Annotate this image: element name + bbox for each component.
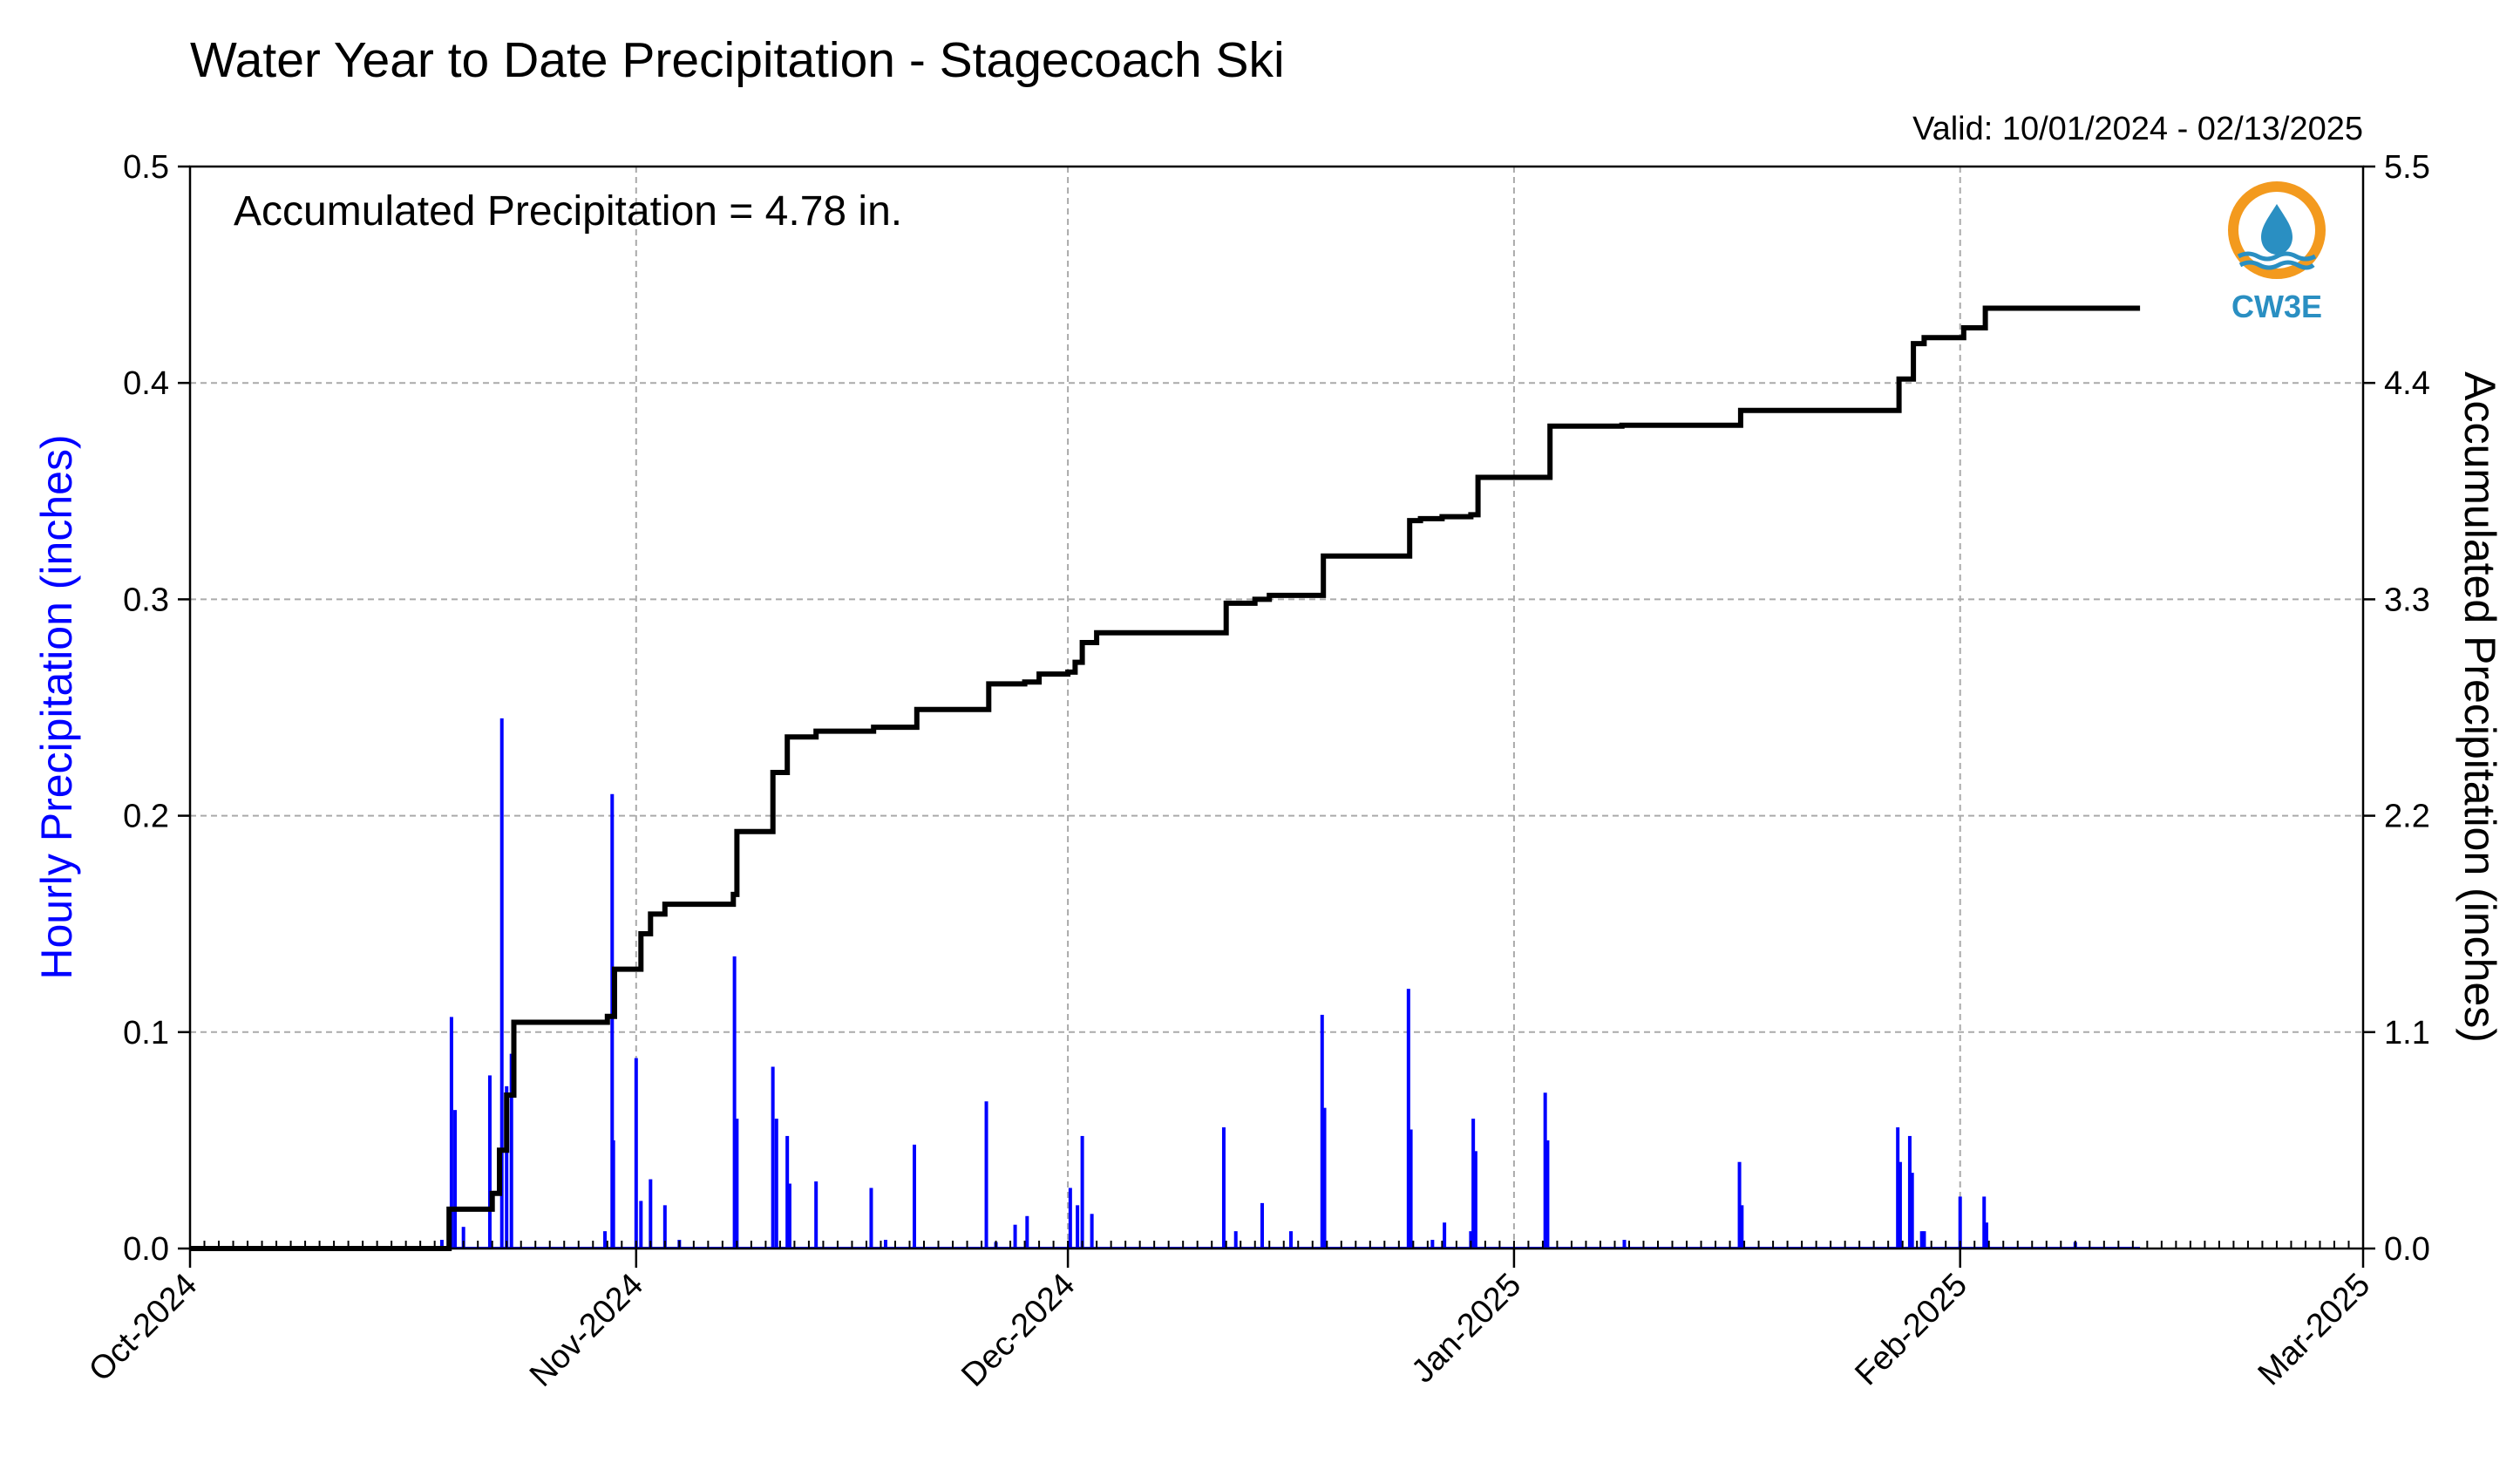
- hourly-bar: [1406, 989, 1410, 1249]
- hourly-bar: [735, 1119, 739, 1249]
- y-tick-label-left: 0.1: [123, 1015, 169, 1051]
- y-tick-label-left: 0.4: [123, 365, 169, 402]
- y-tick-label-right: 1.1: [2384, 1015, 2430, 1051]
- cw3e-logo: CW3E: [2228, 181, 2326, 324]
- x-tick-label: Jan-2025: [1405, 1267, 1529, 1391]
- y-tick-label-left: 0.2: [123, 799, 169, 835]
- hourly-bar: [1320, 1014, 1324, 1249]
- hourly-bar: [883, 1240, 887, 1249]
- x-tick-label: Feb-2025: [1848, 1267, 1974, 1393]
- x-tick-label: Nov-2024: [523, 1267, 650, 1394]
- hourly-bar: [453, 1110, 458, 1249]
- hourly-bar: [1430, 1240, 1435, 1249]
- hourly-bar: [461, 1227, 465, 1249]
- hourly-bar: [869, 1187, 873, 1249]
- hourly-bar: [499, 718, 504, 1249]
- hourly-bar: [1984, 1222, 1988, 1249]
- x-tick-label: Dec-2024: [954, 1267, 1082, 1394]
- valid-date-range: Valid: 10/01/2024 - 02/13/2025: [1912, 111, 2363, 147]
- y-axis-right: 0.0 1.1 2.2 3.3 4.4 5.5: [2363, 149, 2430, 1268]
- hourly-bar: [1260, 1202, 1264, 1249]
- hourly-bar: [1080, 1135, 1084, 1249]
- hourly-bar: [449, 1017, 453, 1249]
- logo-text: CW3E: [2231, 289, 2322, 324]
- hourly-bar: [984, 1101, 988, 1249]
- y-tick-label-right: 5.5: [2384, 149, 2430, 186]
- hourly-bar: [1907, 1135, 1912, 1249]
- hourly-bar: [1322, 1107, 1327, 1249]
- y-axis-right-label: Accumulated Precipitation (inches): [2455, 371, 2504, 1043]
- x-tick-label: Oct-2024: [82, 1267, 204, 1389]
- hourly-bar: [610, 793, 615, 1249]
- accumulated-line: [190, 305, 2141, 1251]
- y-tick-label-left: 0.3: [123, 582, 169, 618]
- hourly-bar: [611, 1140, 615, 1249]
- water-drop-icon: [2261, 204, 2292, 255]
- hourly-bar: [913, 1144, 916, 1249]
- hourly-bar: [1090, 1214, 1094, 1249]
- hourly-bar: [785, 1135, 790, 1249]
- hourly-bar: [505, 1085, 509, 1249]
- hourly-bar: [1068, 1187, 1072, 1249]
- y-axis-left-label: Hourly Precipitation (inches): [32, 434, 81, 979]
- y-axis-left: 0.0 0.1 0.2 0.3 0.4 0.5: [123, 149, 190, 1268]
- hourly-bar: [732, 956, 737, 1249]
- hourly-bar: [603, 1231, 608, 1249]
- y-tick-label-right: 2.2: [2384, 799, 2430, 835]
- x-tick-label: Mar-2025: [2252, 1267, 2378, 1393]
- hourly-bar: [1409, 1129, 1413, 1249]
- hourly-bar: [1896, 1127, 1900, 1249]
- hourly-bar: [1289, 1231, 1294, 1249]
- hourly-bars: [190, 718, 2141, 1249]
- hourly-bar: [1910, 1173, 1914, 1249]
- hourly-bar: [1471, 1119, 1476, 1249]
- hourly-bar: [1919, 1231, 1924, 1249]
- hourly-bar: [1221, 1127, 1226, 1249]
- hourly-bar: [1543, 1092, 1547, 1249]
- y-tick-label-right: 4.4: [2384, 365, 2430, 402]
- y-tick-label-right: 3.3: [2384, 582, 2430, 618]
- hourly-bar: [771, 1066, 775, 1249]
- logo-waves: [2237, 251, 2317, 270]
- hourly-bar: [634, 1058, 638, 1249]
- accumulated-step-line: [190, 305, 2141, 1251]
- hourly-bar: [639, 1201, 643, 1249]
- hourly-bar: [439, 1240, 444, 1249]
- hourly-bar: [1958, 1196, 1962, 1249]
- hourly-bar: [787, 1183, 791, 1249]
- hourly-bar: [649, 1179, 653, 1249]
- hourly-bar: [1740, 1205, 1744, 1249]
- hourly-bar: [662, 1205, 667, 1249]
- hourly-bar: [1545, 1140, 1550, 1249]
- hourly-bar: [1473, 1151, 1477, 1249]
- x-axis: Oct-2024 Nov-2024 Dec-2024 Jan-2025 Feb-2025…: [82, 1241, 2377, 1394]
- hourly-bar: [1982, 1196, 1987, 1249]
- hourly-bar: [1922, 1231, 1926, 1249]
- hourly-bar: [1233, 1231, 1238, 1249]
- hourly-bar: [1469, 1231, 1473, 1249]
- chart-title: Water Year to Date Precipitation - Stage…: [190, 32, 1285, 88]
- logo-ring: [2228, 181, 2326, 279]
- hourly-bar: [774, 1119, 778, 1249]
- hourly-bar: [814, 1181, 818, 1249]
- y-tick-label-left: 0.0: [123, 1231, 169, 1268]
- hourly-bar: [1737, 1161, 1742, 1249]
- y-tick-label-right: 0.0: [2384, 1231, 2430, 1268]
- hourly-bar: [1898, 1161, 1902, 1249]
- hourly-bar: [1013, 1224, 1017, 1249]
- y-tick-label-left: 0.5: [123, 149, 169, 186]
- hourly-bar: [487, 1075, 492, 1249]
- accumulated-annotation: Accumulated Precipitation = 4.78 in.: [234, 188, 902, 235]
- hourly-bar: [1076, 1205, 1080, 1249]
- plot-frame: [188, 165, 2365, 1250]
- hourly-bar: [1025, 1215, 1029, 1249]
- hourly-bar: [1622, 1240, 1627, 1249]
- hourly-bar: [509, 1053, 513, 1249]
- hourly-bar: [1443, 1222, 1447, 1249]
